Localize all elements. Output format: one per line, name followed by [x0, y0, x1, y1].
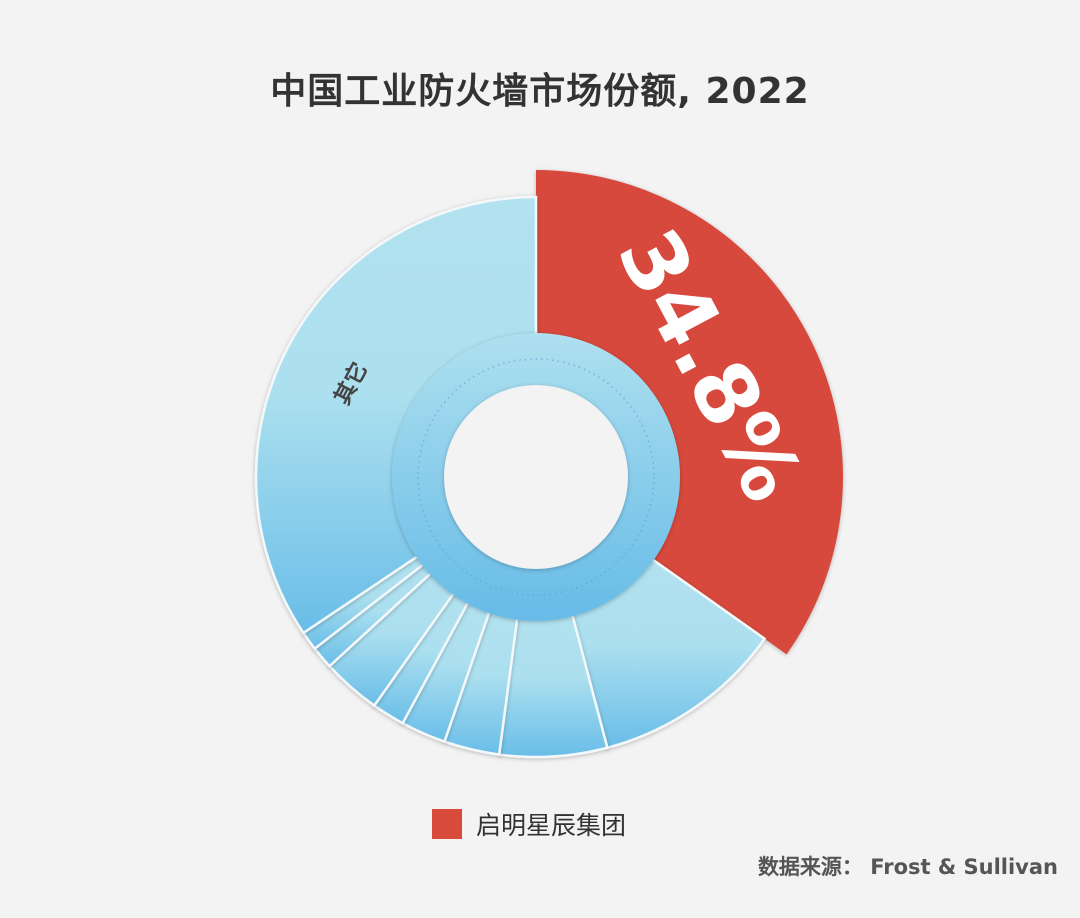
legend: 启明星辰集团: [432, 806, 626, 842]
legend-label: 启明星辰集团: [476, 811, 627, 840]
slice-qiming: [536, 170, 843, 655]
legend-swatch: [432, 809, 462, 839]
donut-hole: [444, 385, 628, 569]
chart-title: 中国工业防火墙市场份额, 2022: [270, 71, 810, 112]
inner-ring-dots: [417, 358, 655, 596]
source-note: 数据来源： Frost & Sullivan: [757, 855, 1058, 879]
